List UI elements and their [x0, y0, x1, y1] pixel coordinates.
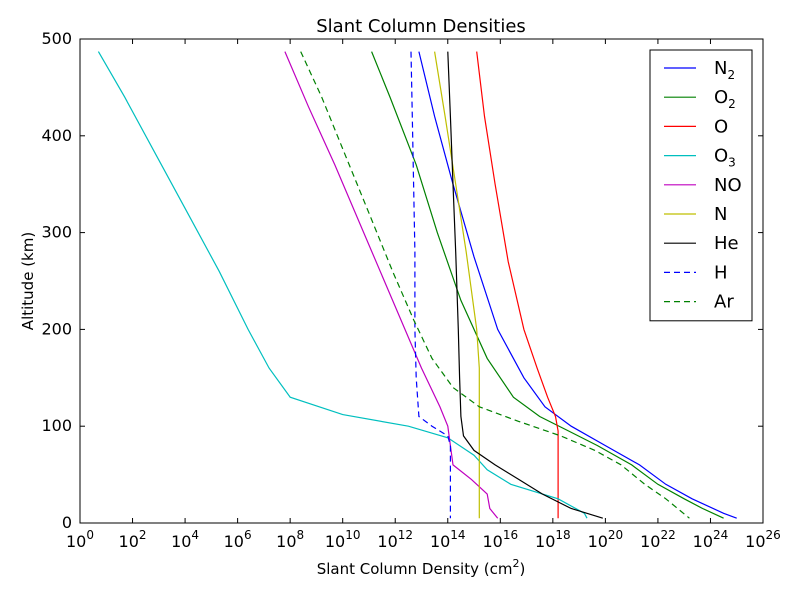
- x-tick-exponent: 16: [503, 528, 518, 542]
- legend-label-subscript: 2: [727, 68, 735, 82]
- x-tick-exponent: 10: [345, 528, 360, 542]
- series-line-no-4: [284, 51, 499, 519]
- x-tick-label-0: 100: [66, 528, 94, 551]
- x-tick-label-10: 1010: [325, 528, 361, 551]
- x-tick-base: 10: [588, 532, 608, 551]
- x-tick-exponent: 12: [398, 528, 413, 542]
- plot-frame: [79, 38, 764, 524]
- legend-label-name: He: [714, 233, 739, 254]
- x-tick-base: 10: [535, 532, 555, 551]
- legend-label-2: O: [714, 116, 728, 137]
- legend-label-5: N: [714, 204, 727, 225]
- legend-label-6: He: [714, 233, 739, 254]
- legend-label-name: O: [714, 146, 728, 167]
- x-tick-exponent: 22: [660, 528, 675, 542]
- x-tick-label-18: 1018: [535, 528, 571, 551]
- x-tick-label-4: 104: [171, 528, 199, 551]
- x-tick-label-24: 1024: [693, 528, 729, 551]
- series-line-n2-0: [418, 51, 737, 519]
- x-axis-label-text: Slant Column Density (cm: [317, 560, 513, 578]
- x-tick-exponent: 18: [555, 528, 570, 542]
- legend-label-name: H: [714, 262, 728, 283]
- x-tick-label-6: 106: [224, 528, 252, 551]
- x-tick-base: 10: [171, 532, 191, 551]
- x-tick-base: 10: [745, 532, 765, 551]
- x-tick-exponent: 20: [608, 528, 623, 542]
- x-tick-label-14: 1014: [430, 528, 466, 551]
- x-tick-label-12: 1012: [377, 528, 413, 551]
- x-tick-exponent: 24: [713, 528, 728, 542]
- legend-label-subscript: 2: [728, 97, 736, 111]
- x-tick-base: 10: [482, 532, 502, 551]
- y-tick-label-300: 300: [41, 223, 72, 242]
- legend-label-name: Ar: [714, 292, 734, 313]
- x-axis: 100 102 104 106 108 1010 1012 1014 1016 1018 1020 1…: [66, 39, 781, 551]
- x-tick-exponent: 14: [450, 528, 465, 542]
- x-tick-base: 10: [325, 532, 345, 551]
- x-tick-base: 10: [640, 532, 660, 551]
- x-axis-label: Slant Column Density (cm2): [317, 557, 526, 578]
- x-tick-exponent: 6: [244, 528, 252, 542]
- plot-series-group: [97, 51, 737, 519]
- y-tick-label-0: 0: [62, 513, 72, 532]
- y-tick-label-100: 100: [41, 416, 72, 435]
- y-axis: 0 100 200 300 400 500: [41, 29, 763, 532]
- legend-label-name: N: [714, 204, 727, 225]
- x-tick-base: 10: [276, 532, 296, 551]
- series-line-o3-3: [97, 51, 588, 519]
- y-tick-label-200: 200: [41, 319, 72, 338]
- series-line-o2-1: [371, 51, 724, 519]
- legend-label-8: Ar: [714, 292, 734, 313]
- y-tick-label-400: 400: [41, 126, 72, 145]
- y-axis-label: Altitude (km): [19, 232, 37, 330]
- y-tick-label-500: 500: [41, 29, 72, 48]
- legend-label-name: NO: [714, 175, 742, 196]
- x-tick-exponent: 8: [297, 528, 305, 542]
- x-tick-base: 10: [66, 532, 86, 551]
- legend-label-subscript: 3: [728, 156, 736, 170]
- x-tick-exponent: 0: [86, 528, 94, 542]
- x-tick-label-8: 108: [276, 528, 304, 551]
- series-line-ar-dashed-8: [300, 51, 690, 519]
- x-tick-exponent: 4: [191, 528, 199, 542]
- series-line-he-6: [447, 51, 603, 519]
- legend-label-7: H: [714, 262, 728, 283]
- legend-label-4: NO: [714, 175, 742, 196]
- legend-label-1: O2: [714, 87, 736, 111]
- x-tick-base: 10: [430, 532, 450, 551]
- legend-label-name: O: [714, 116, 728, 137]
- series-line-o-2: [476, 51, 559, 519]
- series-line-n-5: [434, 51, 480, 519]
- x-tick-base: 10: [224, 532, 244, 551]
- legend-label-name: N: [714, 58, 727, 79]
- x-tick-base: 10: [377, 532, 397, 551]
- series-line-h-dashed-7: [410, 51, 451, 519]
- x-tick-label-22: 1022: [640, 528, 676, 551]
- x-tick-exponent: 26: [766, 528, 781, 542]
- x-tick-label-20: 1020: [588, 528, 624, 551]
- x-tick-exponent: 2: [139, 528, 147, 542]
- x-tick-label-16: 1016: [482, 528, 518, 551]
- x-tick-base: 10: [119, 532, 139, 551]
- x-tick-label-2: 102: [119, 528, 147, 551]
- legend-label-name: O: [714, 87, 728, 108]
- x-tick-label-26: 1026: [745, 528, 781, 551]
- x-axis-label-suffix: ): [519, 560, 525, 578]
- x-tick-base: 10: [693, 532, 713, 551]
- chart-title: Slant Column Densities: [316, 16, 526, 37]
- legend-label-3: O3: [714, 146, 736, 170]
- legend-label-0: N2: [714, 58, 735, 82]
- x-axis-label-superscript: 2: [512, 557, 519, 570]
